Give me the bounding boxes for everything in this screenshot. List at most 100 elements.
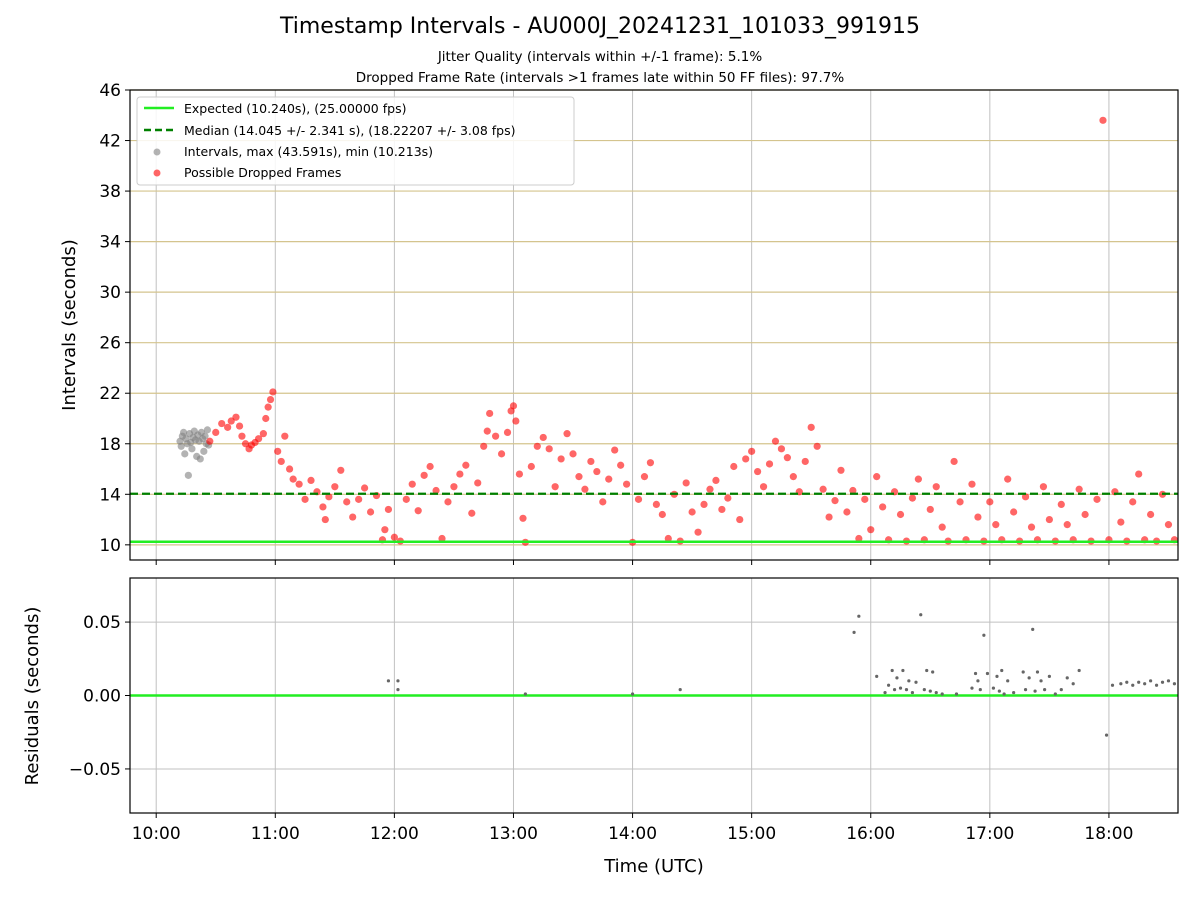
dropped-frame-point — [682, 479, 690, 487]
dropped-frame-point — [492, 432, 500, 440]
x-tick-label: 15:00 — [727, 824, 776, 844]
x-tick-label: 18:00 — [1084, 824, 1133, 844]
dropped-frame-point — [432, 486, 440, 495]
dropped-frame-point — [301, 495, 309, 503]
residual-point — [1031, 627, 1035, 632]
dropped-frame-point — [759, 483, 768, 491]
residual-point — [1023, 688, 1028, 692]
chart-title: Timestamp Intervals - AU000J_20241231_10… — [279, 14, 920, 39]
dropped-frame-point — [1063, 521, 1071, 529]
residual-point — [1104, 733, 1109, 737]
residual-point — [1131, 683, 1135, 687]
top-y-tick-label: 38 — [99, 182, 121, 202]
dropped-frame-point — [748, 447, 756, 455]
residual-point — [1053, 692, 1057, 696]
dropped-frame-point — [801, 457, 809, 466]
dropped-frame-point — [932, 483, 940, 491]
dropped-frame-point — [426, 462, 434, 471]
x-tick-label: 10:00 — [132, 824, 181, 844]
dropped-frame-point — [1099, 116, 1107, 124]
dropped-frame-point — [569, 450, 577, 458]
residual-point — [1154, 683, 1159, 687]
top-y-tick-label: 34 — [99, 233, 121, 253]
legend-box — [136, 96, 575, 186]
intervals-y-axis: 10 14 18 22 26 30 34 38 42 46 — [99, 81, 130, 556]
dropped-frame-point — [295, 480, 303, 488]
dropped-frame-point — [277, 457, 285, 466]
dropped-frame-point — [331, 483, 339, 491]
interval-point — [201, 432, 209, 440]
dropped-frame-point — [1081, 510, 1089, 519]
residual-point — [970, 686, 974, 690]
residual-point — [995, 674, 999, 679]
dropped-frame-point — [519, 514, 527, 522]
dropped-frame-point — [658, 510, 666, 519]
dropped-frame-point — [896, 510, 905, 519]
dropped-frame-point — [361, 484, 369, 492]
dropped-frame-point — [551, 483, 559, 491]
dropped-frame-point — [321, 515, 329, 524]
dropped-frame-point — [480, 442, 488, 450]
dropped-frame-point — [266, 395, 275, 404]
dropped-frame-point — [974, 513, 982, 521]
top-y-tick-label: 26 — [99, 334, 121, 354]
residual-point — [991, 686, 996, 690]
x-tick-label: 11:00 — [251, 824, 300, 844]
dropped-frame-point — [384, 505, 393, 514]
interval-point — [196, 455, 204, 463]
dropped-frame-point — [813, 442, 821, 450]
dropped-frame-point — [414, 507, 422, 515]
residual-point — [895, 676, 899, 680]
residual-point — [1059, 688, 1063, 692]
dropped-frame-point — [533, 442, 541, 450]
dropped-frame-point — [486, 409, 494, 418]
dropped-frame-point — [503, 428, 512, 436]
dropped-frame-point — [825, 513, 833, 521]
residual-point — [1119, 682, 1123, 686]
dropped-frame-point — [581, 485, 589, 493]
residual-point — [1172, 682, 1177, 686]
legend-intervals-swatch — [153, 148, 161, 156]
residual-point — [1006, 679, 1010, 683]
top-y-tick-label: 10 — [99, 536, 121, 556]
dropped-frame-point — [1027, 523, 1036, 531]
dropped-frame-point — [557, 455, 565, 463]
x-tick-label: 12:00 — [370, 824, 419, 844]
dropped-frame-point — [438, 534, 446, 543]
dropped-frame-point — [343, 498, 351, 506]
residual-point — [852, 630, 856, 634]
dropped-frame-rate-subtitle: Dropped Frame Rate (intervals >1 frames … — [355, 70, 845, 86]
residual-point — [1160, 680, 1165, 684]
dropped-frame-point — [652, 500, 660, 509]
dropped-frame-point — [771, 437, 780, 445]
dropped-frame-point — [262, 414, 270, 423]
dropped-frame-point — [259, 430, 267, 438]
residual-point — [978, 688, 982, 692]
dropped-frame-point — [1045, 515, 1053, 524]
residual-point — [1047, 674, 1051, 679]
dropped-frame-point — [235, 422, 244, 430]
residual-point — [890, 668, 894, 673]
residual-point — [1033, 689, 1037, 693]
dropped-frame-point — [319, 503, 327, 511]
top-y-tick-label: 14 — [99, 485, 121, 505]
dropped-frame-point — [468, 509, 476, 517]
dropped-frame-point — [512, 417, 520, 425]
residual-point — [934, 690, 938, 695]
residual-point — [1039, 679, 1043, 683]
dropped-frame-point — [718, 505, 726, 514]
residual-point — [898, 686, 903, 690]
dropped-frame-point — [349, 513, 357, 521]
dropped-frame-point — [605, 475, 613, 483]
legend-median-label: Median (14.045 +/- 2.341 s), (18.22207 +… — [184, 123, 515, 138]
interval-point — [200, 447, 208, 455]
dropped-frame-point — [575, 473, 583, 481]
dropped-frame-point — [1093, 495, 1101, 503]
dropped-frame-point — [325, 493, 333, 501]
dropped-frame-point — [694, 528, 702, 536]
residual-point — [887, 683, 891, 687]
residual-point — [1110, 683, 1115, 687]
dropped-frame-point — [232, 413, 240, 421]
dropped-frame-point — [867, 526, 875, 534]
